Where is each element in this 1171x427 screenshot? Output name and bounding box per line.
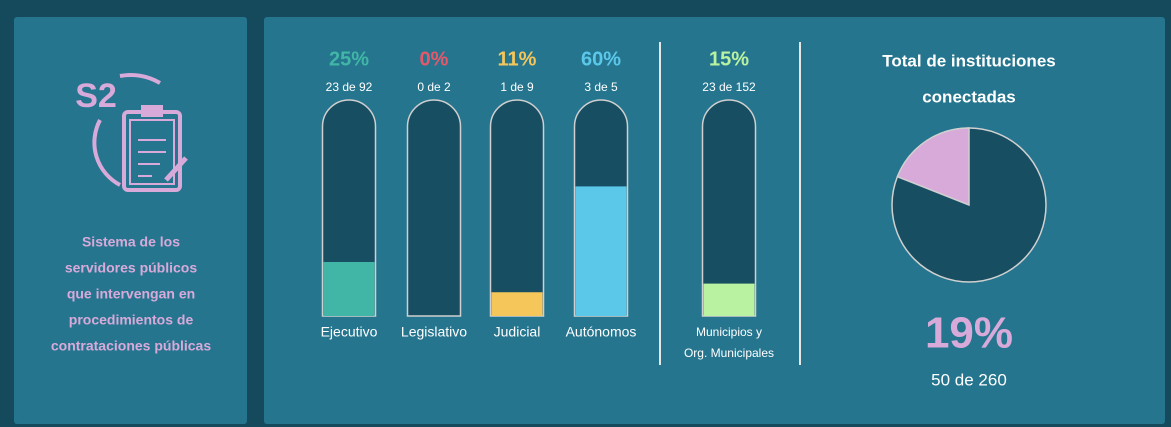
gauge-name: Ejecutivo: [321, 324, 378, 340]
gauge-tube: [489, 99, 545, 317]
gauge-name: Judicial: [494, 324, 541, 340]
gauge-fill: [703, 283, 755, 316]
icon: [92, 73, 188, 192]
gauge-detail: 23 de 92: [326, 80, 373, 94]
gauge-detail: 3 de 5: [584, 80, 618, 94]
gauge-fill: [323, 262, 375, 316]
badge: S2: [75, 77, 117, 115]
gauge-tube: [406, 99, 462, 317]
total-title: Total de instituciones: [882, 51, 1055, 70]
gauge-detail: 0 de 2: [417, 80, 451, 94]
gauge-fill: [491, 292, 543, 316]
gauge-percent: 60%: [581, 48, 621, 70]
gauge-name: Legislativo: [401, 324, 467, 340]
total-title: conectadas: [922, 87, 1016, 106]
sidebar-text: contrataciones públicas: [51, 338, 211, 354]
sidebar-panel: [14, 17, 247, 424]
gauge-detail: 23 de 152: [702, 80, 756, 94]
gauge-percent: 15%: [709, 48, 749, 70]
sidebar-text: que intervengan en: [67, 286, 195, 302]
gauge-fill: [575, 186, 627, 316]
gauge-tube: [701, 99, 757, 317]
gauge-name: Org. Municipales: [684, 346, 774, 360]
gauge-percent: 0%: [420, 48, 449, 70]
total-percent: 19%: [925, 309, 1013, 358]
sidebar-text: servidores públicos: [65, 260, 197, 276]
gauge-name: Autónomos: [566, 324, 637, 340]
gauge-name: Municipios y: [696, 325, 762, 339]
sidebar-text: procedimientos de: [69, 312, 194, 328]
sidebar-text: Sistema de los: [82, 234, 180, 250]
gauge-percent: 25%: [329, 48, 369, 70]
total-detail: 50 de 260: [931, 370, 1007, 389]
pie-slice: [896, 127, 970, 207]
gauge-detail: 1 de 9: [500, 80, 534, 94]
gauge-percent: 11%: [498, 48, 537, 70]
